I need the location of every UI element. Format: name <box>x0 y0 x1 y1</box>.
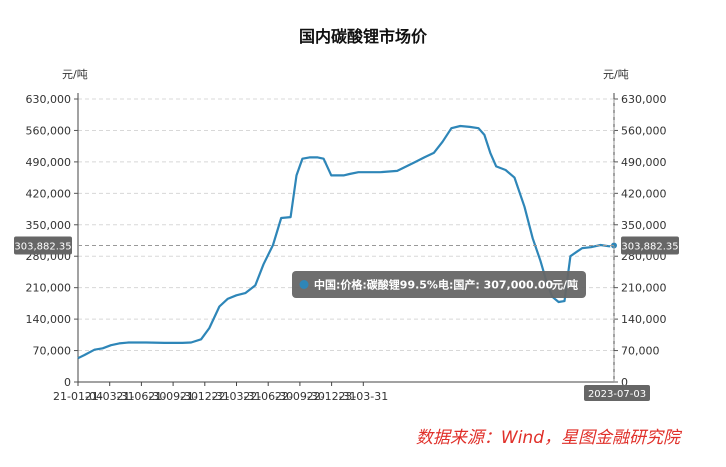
y-tick-label-right: 420,000 <box>621 187 667 200</box>
y-axis-left-ticks: 070,000140,000210,000280,000350,000420,0… <box>26 93 78 389</box>
x-tick-label: 23-03-31 <box>338 390 388 403</box>
x-axis-ticks: 21-01-0421-03-3121-06-3021-09-3021-12-31… <box>53 382 388 403</box>
y-tick-label-left: 420,000 <box>26 187 72 200</box>
axis-pointer-label-right <box>621 236 679 255</box>
y-tick-label-right: 0 <box>621 376 628 389</box>
y-tick-label-right: 490,000 <box>621 156 667 169</box>
y-axis-right-ticks: 070,000140,000210,000280,000350,000420,0… <box>614 93 667 389</box>
y-tick-label-left: 70,000 <box>33 345 72 358</box>
grid-lines <box>78 98 614 352</box>
right-axis-unit: 元/吨 <box>603 68 629 81</box>
y-tick-label-right: 140,000 <box>621 313 667 326</box>
x-tick-label: 22-06-30 <box>243 390 293 403</box>
x-tick-label: 21-03-31 <box>85 390 135 403</box>
y-tick-label-right: 70,000 <box>621 345 660 358</box>
series-line <box>77 124 615 360</box>
tooltip-series-name: 中国:价格:碳酸锂99.5%电:国产: 307,000.00 <box>314 278 554 292</box>
x-tick-label: 22-03-31 <box>212 390 262 403</box>
left-axis-unit: 元/吨 <box>62 68 88 81</box>
chart-title: 国内碳酸锂市场价 <box>299 27 428 46</box>
x-tick-label: 21-09-30 <box>148 390 198 403</box>
series-layer <box>77 124 618 360</box>
axis-pointer-text-bottom: 2023-07-03 <box>588 389 646 400</box>
y-tick-label-right: 630,000 <box>621 93 667 106</box>
x-tick-label: 21-12-31 <box>180 390 230 403</box>
tooltip-series-dot <box>299 280 309 289</box>
x-tick-label: 21-06-30 <box>116 390 166 403</box>
tooltip: 中国:价格:碳酸锂99.5%电:国产: 307,000.00元/吨 <box>292 271 586 298</box>
x-tick-label: 21-01-04 <box>53 390 103 403</box>
axis-pointer-label-left <box>14 236 72 255</box>
tooltip-unit: 元/吨 <box>552 278 578 292</box>
x-tick-label: 22-09-30 <box>275 390 325 403</box>
y-tick-label-right: 210,000 <box>621 282 667 295</box>
y-tick-label-left: 140,000 <box>26 313 72 326</box>
tooltip-box <box>292 271 586 298</box>
y-tick-label-left: 210,000 <box>26 282 72 295</box>
source-note: 数据来源：Wind，星图金融研究院 <box>416 428 683 448</box>
y-tick-label-right: 560,000 <box>621 124 667 137</box>
y-tick-label-right: 350,000 <box>621 219 667 232</box>
y-tick-label-left: 560,000 <box>26 124 72 137</box>
x-tick-label: 22-12-31 <box>307 390 357 403</box>
axis-pointer: 303,882.35 303,882.35 2023-07-03 <box>14 99 679 401</box>
y-tick-label-left: 490,000 <box>26 156 72 169</box>
y-tick-label-left: 0 <box>64 376 71 389</box>
y-tick-label-left: 630,000 <box>26 93 72 106</box>
axis-pointer-label-bottom <box>584 385 650 401</box>
y-tick-label-left: 350,000 <box>26 219 72 232</box>
axis-pointer-text-left: 303,882.35 <box>14 241 71 252</box>
axis-pointer-text-right: 303,882.35 <box>621 241 678 252</box>
